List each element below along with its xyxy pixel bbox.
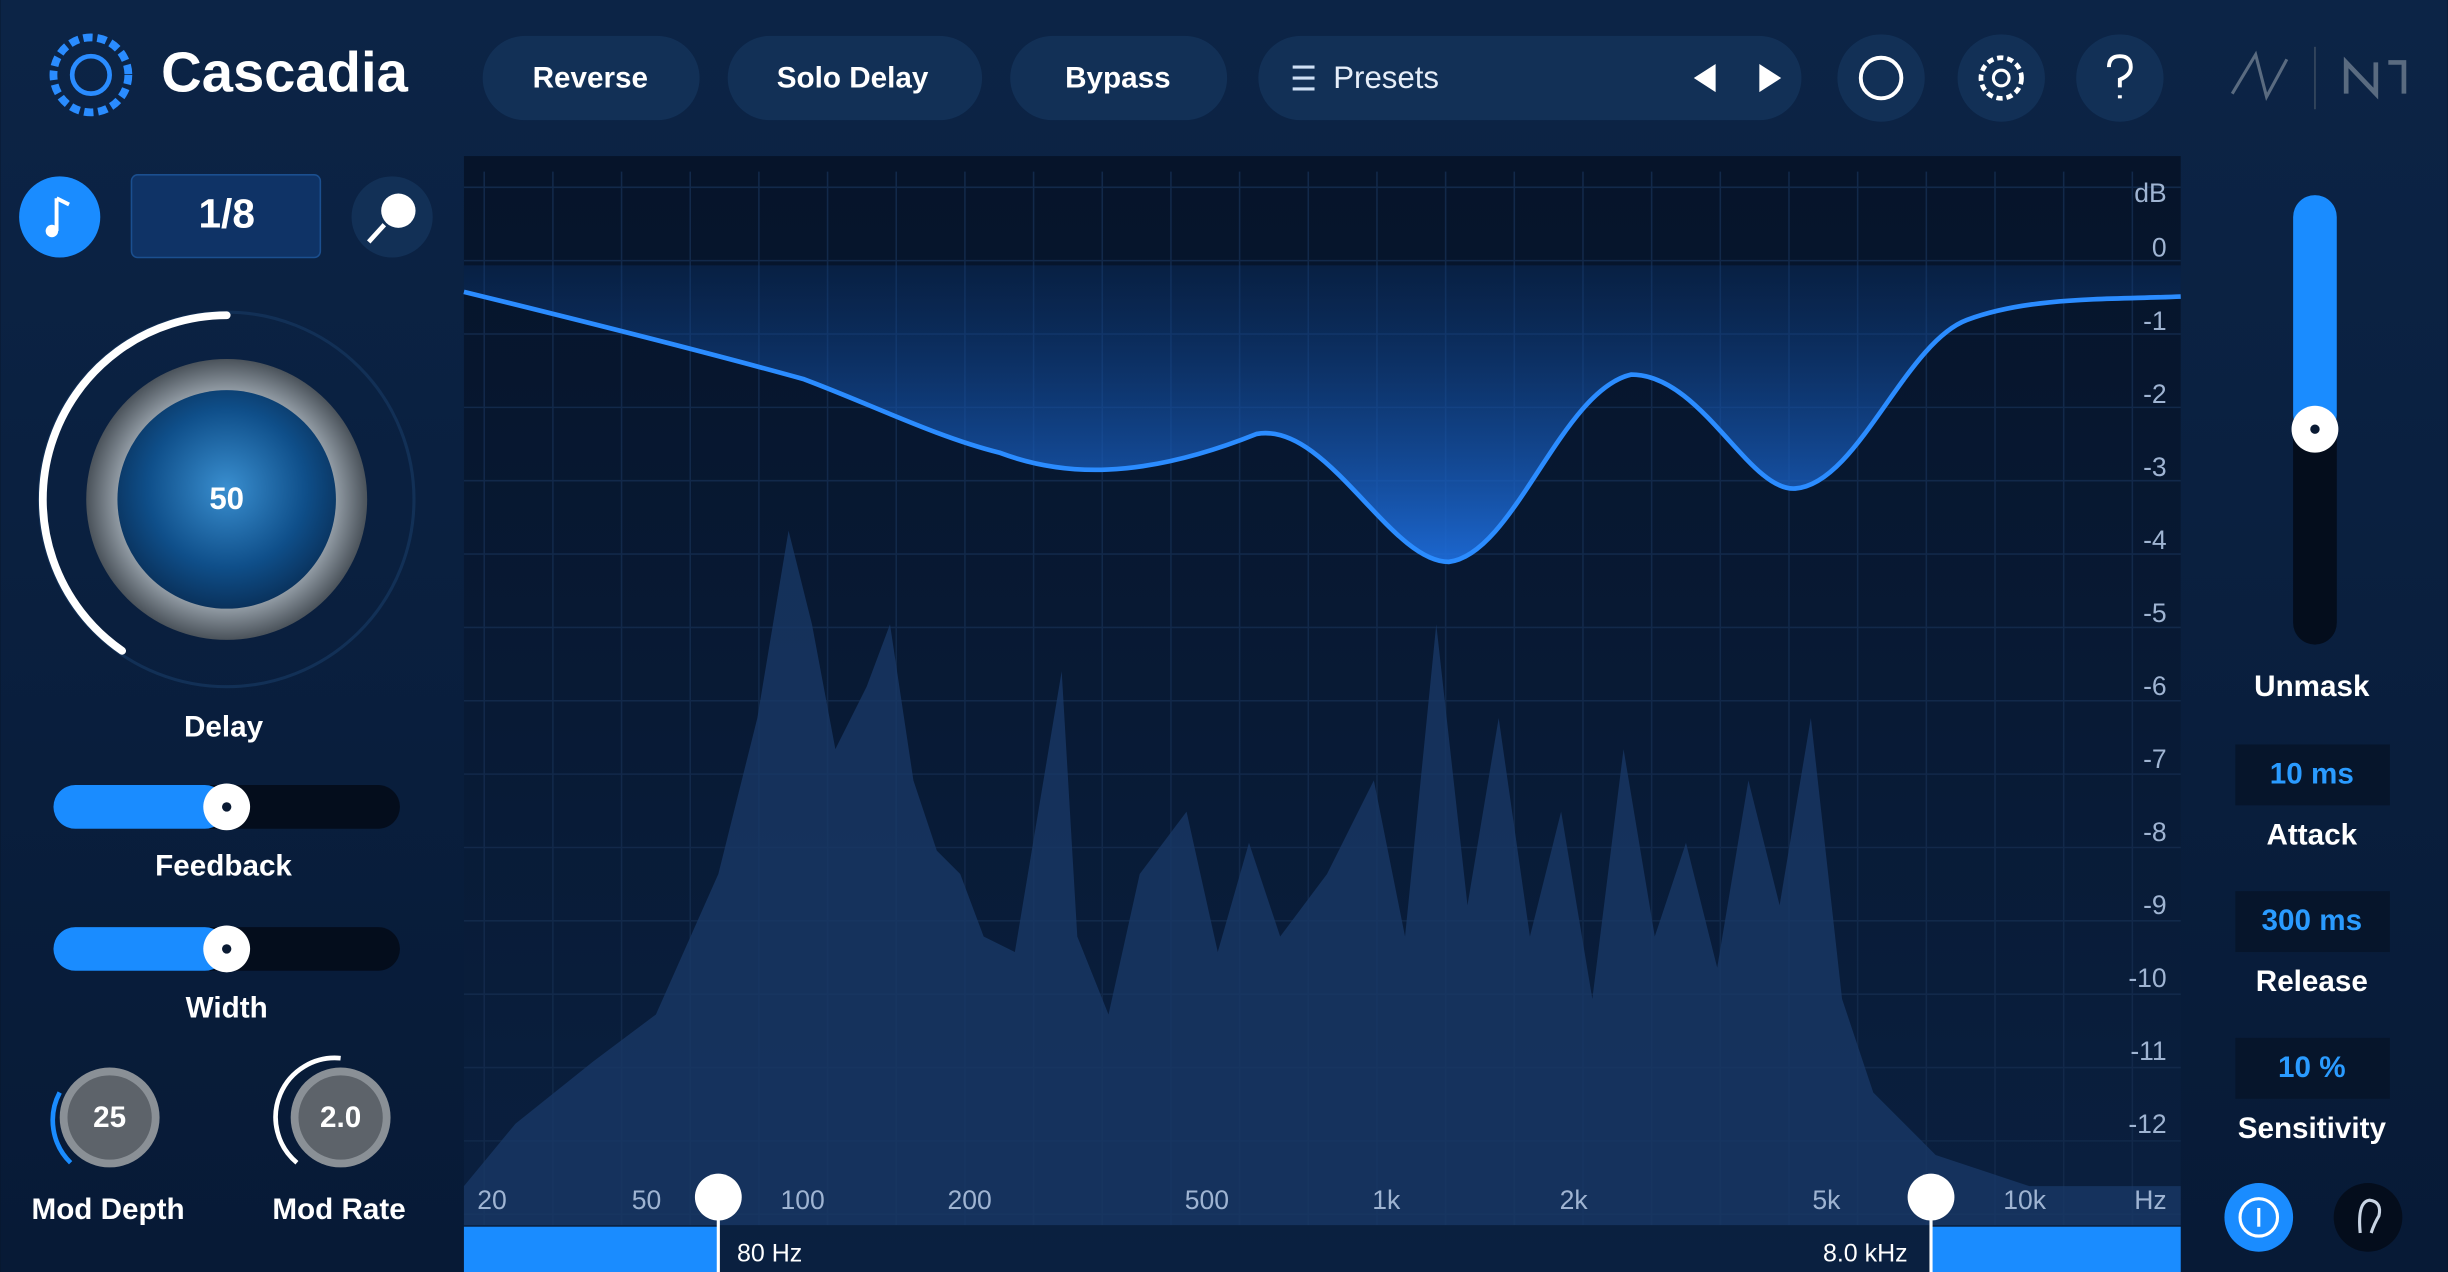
hz-tick-label: 500 — [1185, 1185, 1229, 1215]
note-icon-head — [45, 224, 59, 238]
db-tick-label: -12 — [2128, 1109, 2166, 1139]
db-tick-label: -7 — [2143, 744, 2167, 774]
db-tick-label: -9 — [2143, 890, 2167, 920]
undo-button[interactable] — [1837, 34, 1925, 122]
low-cut-region — [463, 1226, 719, 1272]
db-tick-label: -4 — [2143, 525, 2167, 555]
hz-tick-label: 1k — [1372, 1185, 1401, 1215]
delay-knob[interactable] — [117, 390, 336, 609]
attack-box[interactable] — [2235, 744, 2390, 806]
listen-button[interactable] — [2333, 1183, 2403, 1252]
ear-icon — [2358, 1198, 2382, 1234]
hz-axis: 20 50 100 200 500 1k 2k 5k 10k — [477, 1185, 2047, 1215]
unmask-handle-dot — [2310, 424, 2320, 434]
db-axis: 0 -1 -2 -3 -4 -5 -6 -7 -8 -9 -10 -11 -12 — [2128, 233, 2166, 1140]
high-cut-value: 8.0 kHz — [1823, 1239, 1908, 1267]
bypass-label: Bypass — [1065, 61, 1170, 94]
delay-value: 50 — [209, 481, 244, 516]
mod-rate-arc — [273, 1055, 341, 1165]
solo-delay-label: Solo Delay — [777, 61, 929, 94]
width-fill — [53, 927, 227, 971]
high-cut-handle[interactable] — [1907, 1173, 1955, 1221]
mod-rate-knob-face — [298, 1075, 383, 1160]
db-tick-label: -2 — [2143, 379, 2167, 409]
db-tick-label: -5 — [2143, 598, 2167, 628]
release-box[interactable] — [2235, 891, 2390, 953]
settings-icon-center — [1991, 68, 2011, 88]
sensitivity-box[interactable] — [2235, 1037, 2390, 1099]
hz-tick-label: 20 — [477, 1185, 507, 1215]
undo-icon — [1858, 55, 1904, 101]
izotope-logo — [2230, 50, 2289, 101]
app-title: Cascadia — [161, 40, 408, 103]
sync-toggle[interactable] — [19, 176, 101, 258]
sync-rate-box[interactable] — [130, 174, 322, 259]
meter-mode-icon — [2238, 1197, 2280, 1238]
sync-rate: 1/8 — [198, 191, 254, 237]
hz-tick-label: 10k — [2003, 1185, 2046, 1215]
note-icon — [54, 196, 70, 231]
settings-button[interactable] — [1957, 34, 2045, 122]
release-label: Release — [2256, 965, 2368, 998]
logo — [49, 33, 133, 117]
delay-label: Delay — [184, 711, 264, 744]
mod-rate-value: 2.0 — [320, 1101, 361, 1134]
release-value: 300 ms — [2262, 904, 2363, 937]
mod-rate-label: Mod Rate — [272, 1193, 405, 1226]
mod-depth-knob-face — [67, 1075, 152, 1160]
width-label: Width — [186, 992, 268, 1025]
hz-unit: Hz — [2134, 1185, 2166, 1215]
sensitivity-label: Sensitivity — [2238, 1112, 2387, 1145]
attack-value: 10 ms — [2270, 758, 2354, 791]
delay-knob-arc — [38, 311, 231, 655]
feedback-fill — [53, 785, 227, 829]
hz-tick-label: 5k — [1812, 1185, 1841, 1215]
db-tick-label: -6 — [2143, 671, 2167, 701]
unmask-curve-fill — [463, 265, 2181, 562]
ping-pong-handle — [366, 223, 387, 244]
width-handle-dot — [222, 944, 232, 954]
hz-tick-label: 50 — [632, 1185, 662, 1215]
high-cut-region — [1931, 1226, 2181, 1272]
mod-depth-label: Mod Depth — [32, 1193, 185, 1226]
presets-label: Presets — [1333, 60, 1439, 95]
ni-logo — [2343, 56, 2407, 100]
presets-bar[interactable] — [1258, 35, 1802, 121]
db-unit: dB — [2134, 178, 2166, 208]
mod-depth-value: 25 — [93, 1101, 126, 1134]
preset-prev[interactable] — [1693, 63, 1716, 93]
db-tick-label: -3 — [2143, 452, 2167, 482]
hz-tick-label: 200 — [947, 1185, 991, 1215]
db-tick-label: -10 — [2128, 963, 2166, 993]
db-tick-label: -8 — [2143, 817, 2167, 847]
solo-delay-button[interactable] — [727, 35, 983, 121]
preset-next[interactable] — [1759, 63, 1782, 93]
db-tick-label: -1 — [2143, 306, 2167, 336]
bypass-button[interactable] — [1010, 35, 1228, 121]
db-tick-label: 0 — [2152, 233, 2167, 263]
mod-depth-arc — [50, 1091, 73, 1165]
feedback-handle-dot — [222, 802, 232, 812]
unmask-curve — [463, 289, 2181, 565]
unmask-fill — [2293, 195, 2337, 438]
reverse-button[interactable] — [482, 35, 700, 121]
low-cut-value: 80 Hz — [737, 1239, 802, 1267]
unmask-label: Unmask — [2254, 670, 2370, 703]
hz-tick-label: 100 — [780, 1185, 824, 1215]
sensitivity-value: 10 % — [2278, 1051, 2346, 1084]
hz-tick-label: 2k — [1560, 1185, 1589, 1215]
help-icon — [2106, 54, 2133, 99]
low-cut-handle[interactable] — [694, 1173, 742, 1221]
feedback-label: Feedback — [155, 850, 292, 883]
ping-pong-icon — [381, 193, 416, 228]
presets-icon — [1292, 65, 1315, 91]
attack-label: Attack — [2267, 818, 2358, 851]
settings-icon — [1978, 55, 2024, 101]
reverse-label: Reverse — [533, 61, 648, 94]
spectrum — [463, 530, 2181, 1226]
db-tick-label: -11 — [2130, 1036, 2166, 1066]
